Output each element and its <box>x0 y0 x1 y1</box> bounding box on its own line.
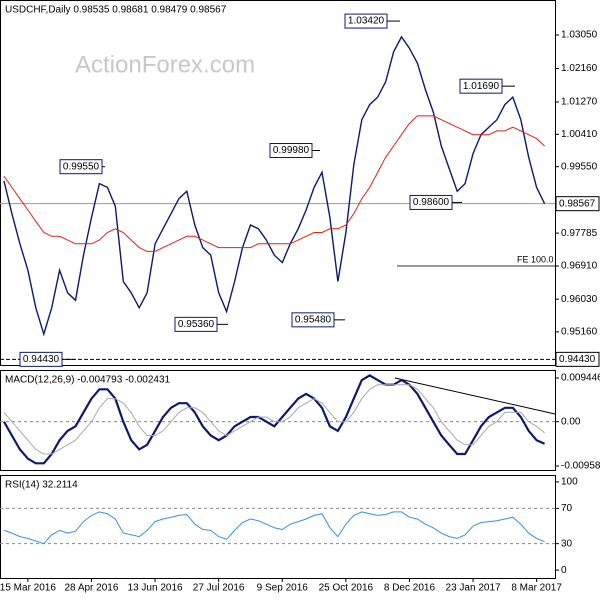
x-tick-label: 13 Jun 2016 <box>128 583 183 594</box>
annotation-box <box>19 351 63 367</box>
y-tick-label: 1.01270 <box>561 97 598 108</box>
support-box <box>555 351 600 367</box>
annotation-box <box>459 78 503 94</box>
fe-label: FE 100.0 <box>517 254 554 264</box>
panel-title: RSI(14) 32.2114 <box>5 480 78 491</box>
series-line <box>3 374 546 465</box>
series-line <box>3 35 546 337</box>
panel-title-bg <box>3 3 229 16</box>
annotation-label: 0.95480 <box>295 314 332 325</box>
y-tick-label: 0.95160 <box>561 327 598 338</box>
panel-title-bg <box>3 373 173 386</box>
annotation-label: 0.94430 <box>23 354 60 365</box>
y-tick-label: 100 <box>561 477 578 488</box>
y-tick-label: 1.02160 <box>561 63 598 74</box>
x-tick-label: 23 Jan 2017 <box>446 583 501 594</box>
annotation-box <box>59 159 103 175</box>
watermark: ActionForex.com <box>75 51 255 78</box>
annotation-label: 0.95360 <box>178 319 215 330</box>
panel-frame <box>0 0 556 366</box>
y-tick-label: 0.00 <box>561 416 581 427</box>
y-tick-label: 0.96910 <box>561 261 598 272</box>
x-tick-label: 15 Mar 2016 <box>0 583 56 594</box>
panel-title: MACD(12,26,9) -0.004793 -0.002431 <box>5 375 171 386</box>
x-tick-label: 27 Jul 2016 <box>193 583 245 594</box>
support-label: 0.94430 <box>559 354 596 365</box>
x-tick-label: 9 Sep 2016 <box>257 583 309 594</box>
series-line <box>3 384 545 455</box>
x-tick-label: 25 Oct 2016 <box>319 583 374 594</box>
panel-frame <box>0 370 556 471</box>
y-tick-label: -0.009588 <box>561 461 600 472</box>
panel-title-bg <box>3 478 80 491</box>
x-tick-label: 8 Mar 2017 <box>511 583 562 594</box>
y-tick-label: 1.00410 <box>561 129 598 140</box>
panel-frame <box>0 475 556 579</box>
annotation-label: 0.99980 <box>273 145 310 156</box>
x-tick-label: 28 Apr 2016 <box>64 583 118 594</box>
annotation-label: 0.98600 <box>413 197 450 208</box>
annotation-label: 1.01690 <box>463 81 500 92</box>
macd-trendline <box>394 377 556 415</box>
y-tick-label: 0.97785 <box>561 228 598 239</box>
y-tick-label: 1.03050 <box>561 30 598 41</box>
y-tick-label: 0.99550 <box>561 161 598 172</box>
annotation-label: 0.99550 <box>63 161 100 172</box>
price-marker-label: 0.98567 <box>559 198 596 209</box>
y-tick-label: 0.96030 <box>561 294 598 305</box>
panel-title: USDCHF,Daily 0.98535 0.98681 0.98479 0.9… <box>5 5 227 16</box>
annotation-label: 1.03420 <box>348 16 385 27</box>
y-tick-label: 30 <box>561 538 573 549</box>
x-tick-label: 8 Dec 2016 <box>384 583 436 594</box>
y-tick-label: 0.009446 <box>561 373 600 384</box>
series-line <box>3 511 545 545</box>
y-tick-label: 0 <box>561 565 567 576</box>
annotation-box <box>344 13 388 29</box>
price-marker-box <box>555 196 600 212</box>
annotation-box <box>174 316 218 332</box>
series-line <box>3 115 545 252</box>
annotation-box <box>269 143 313 159</box>
y-tick-label: 70 <box>561 503 573 514</box>
annotation-box <box>291 312 335 328</box>
annotation-box <box>409 194 453 210</box>
